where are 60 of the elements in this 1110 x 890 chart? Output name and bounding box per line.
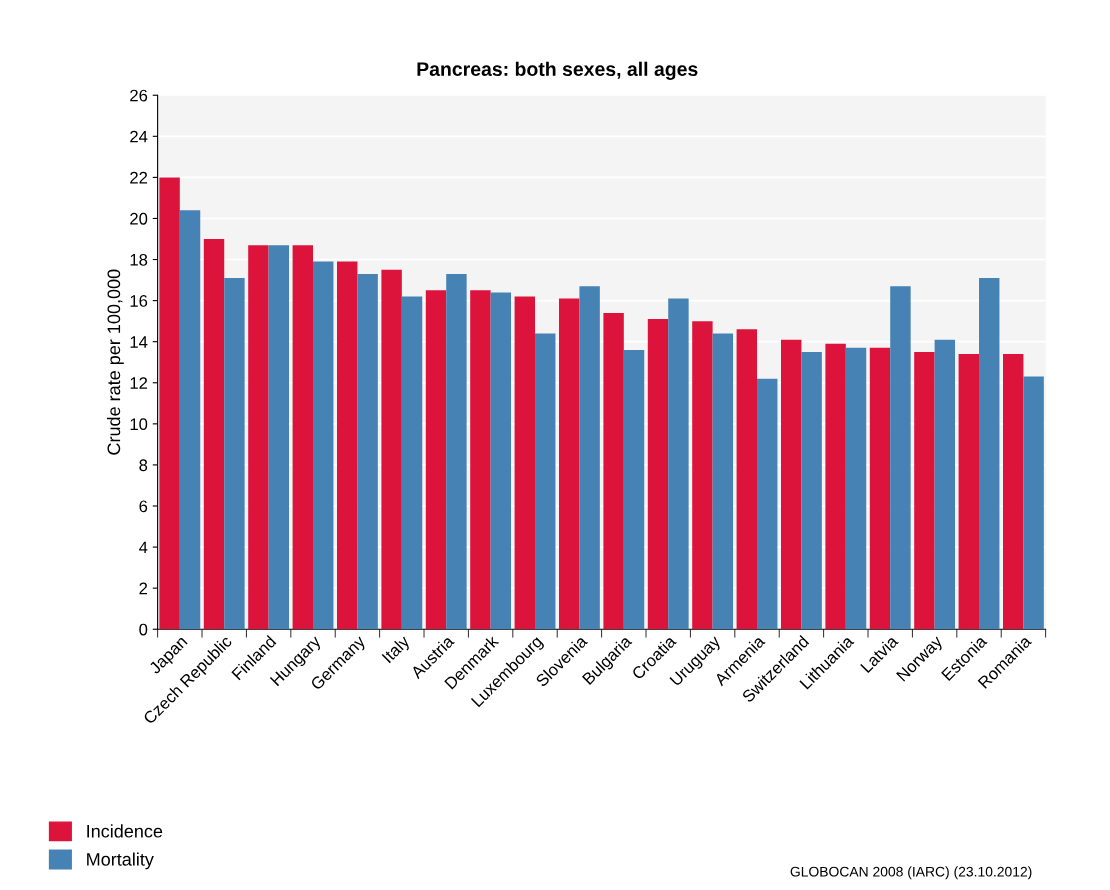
bar bbox=[623, 349, 645, 630]
bar bbox=[914, 351, 935, 630]
bar bbox=[470, 290, 491, 630]
bar bbox=[1003, 354, 1024, 630]
bar bbox=[603, 312, 624, 630]
bar bbox=[248, 245, 269, 630]
bar bbox=[736, 329, 758, 630]
bar bbox=[357, 273, 378, 630]
y-tick-label: 24 bbox=[130, 130, 148, 143]
y-tick-label: 0 bbox=[139, 623, 148, 636]
y-tick-label: 18 bbox=[130, 253, 148, 266]
bar bbox=[781, 339, 802, 630]
bar bbox=[535, 333, 556, 630]
bar bbox=[869, 347, 891, 630]
legend-label: Mortality bbox=[87, 852, 154, 870]
bar bbox=[159, 177, 180, 630]
y-tick-label: 2 bbox=[139, 582, 148, 595]
bar bbox=[203, 239, 225, 630]
bar bbox=[1023, 376, 1044, 630]
y-tick-label: 14 bbox=[130, 336, 148, 348]
bar bbox=[292, 245, 314, 630]
y-tick-label: 12 bbox=[130, 377, 148, 389]
text: GLOBOCAN 2008 (IARC) (23.10.2012) bbox=[790, 866, 1032, 880]
y-tick-label: 10 bbox=[130, 418, 148, 431]
bar bbox=[425, 290, 447, 630]
bar bbox=[712, 333, 734, 630]
bar bbox=[490, 292, 512, 630]
bar bbox=[757, 378, 778, 630]
y-axis-title: Crude rate per 100,000 bbox=[106, 269, 124, 455]
bar bbox=[979, 278, 1000, 630]
bar bbox=[179, 210, 201, 630]
bar bbox=[514, 296, 536, 630]
bar bbox=[579, 286, 600, 630]
bar bbox=[801, 351, 822, 630]
y-tick-label: 16 bbox=[130, 295, 148, 307]
y-tick-label: 8 bbox=[139, 459, 148, 472]
bar bbox=[647, 319, 669, 630]
bar bbox=[825, 343, 846, 630]
y-tick-label: 20 bbox=[130, 212, 148, 225]
bar bbox=[668, 298, 689, 630]
x-tick-label: Italy bbox=[381, 634, 413, 666]
bar bbox=[381, 269, 402, 630]
chart-title: Pancreas: both sexes, all ages bbox=[417, 61, 698, 80]
y-tick-label: 26 bbox=[130, 89, 148, 102]
y-tick-label: 22 bbox=[130, 171, 148, 184]
bar bbox=[401, 296, 423, 630]
bar bbox=[268, 245, 290, 630]
bar bbox=[313, 261, 334, 630]
bar bbox=[446, 273, 467, 630]
bar bbox=[559, 298, 580, 630]
bar bbox=[845, 347, 867, 630]
y-tick-label: 4 bbox=[139, 541, 148, 554]
y-tick-label: 6 bbox=[139, 500, 148, 513]
bar bbox=[890, 286, 911, 630]
bar bbox=[337, 261, 358, 630]
bar bbox=[224, 278, 245, 630]
legend-label: Incidence bbox=[87, 824, 163, 838]
bar bbox=[934, 339, 956, 630]
bar bbox=[692, 321, 713, 630]
bar bbox=[958, 354, 980, 630]
